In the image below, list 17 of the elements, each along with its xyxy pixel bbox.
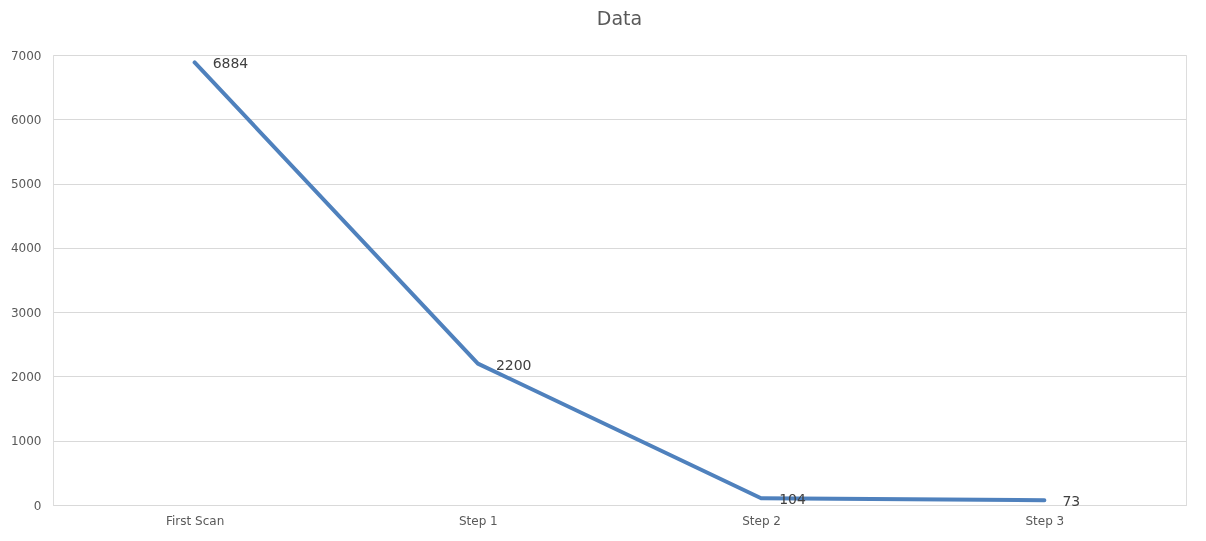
data-label: 2200	[495, 356, 532, 373]
y-tick-label: 1000	[10, 434, 42, 449]
chart-title: Data	[596, 7, 643, 29]
x-tick-label: Step 1	[458, 513, 498, 528]
line-series	[192, 60, 1047, 503]
y-tick-label: 4000	[10, 241, 42, 256]
y-tick-label: 6000	[10, 112, 42, 127]
x-tick-label: Step 2	[742, 513, 782, 528]
y-tick-label: 5000	[10, 177, 42, 192]
y-tick-label: 3000	[10, 305, 42, 320]
x-tick-label: First Scan	[166, 513, 225, 528]
y-tick-label: 2000	[10, 369, 42, 384]
data-label: 73	[1062, 493, 1081, 510]
y-tick-label: 0	[33, 498, 42, 513]
y-tick-label: 7000	[10, 48, 42, 63]
data-label: 6884	[212, 55, 249, 72]
x-tick-label: Step 3	[1025, 513, 1065, 528]
